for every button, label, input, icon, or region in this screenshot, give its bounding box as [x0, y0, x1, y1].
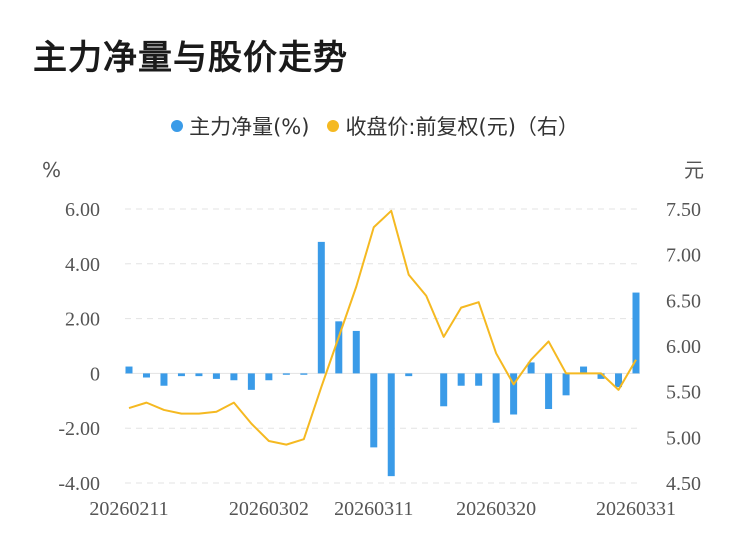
- bar: [212, 373, 220, 379]
- y-right-tick-label: 6.50: [666, 290, 701, 312]
- bar: [160, 373, 168, 386]
- y-left-tick-label: 2.00: [65, 309, 100, 331]
- bar: [370, 373, 378, 448]
- y-left-tick-label: 6.00: [65, 199, 100, 221]
- y-right-tick-label: 7.00: [666, 245, 701, 267]
- bar: [335, 321, 343, 374]
- bar: [492, 373, 500, 423]
- legend-item-net-volume[interactable]: 主力净量(%): [171, 111, 309, 141]
- bar: [247, 373, 255, 390]
- bar: [265, 373, 273, 381]
- bar: [387, 373, 395, 477]
- y-left-unit: %: [42, 158, 61, 182]
- bar: [580, 366, 588, 374]
- bar: [317, 241, 325, 374]
- y-right-tick-label: 5.50: [666, 382, 701, 404]
- bar: [632, 292, 640, 374]
- y-right-tick-label: 6.00: [666, 336, 701, 358]
- bar: [615, 373, 623, 388]
- x-tick-label: 20260331: [596, 498, 676, 520]
- y-right-unit: 元: [684, 158, 704, 182]
- x-tick-label: 20260311: [334, 498, 413, 520]
- chart-legend: 主力净量(%) 收盘价:前复权(元)（右）: [0, 111, 750, 141]
- bar: [545, 373, 553, 410]
- x-tick-label: 20260302: [229, 498, 309, 520]
- y-left-tick-label: 4.00: [65, 254, 100, 276]
- bar: [142, 373, 150, 378]
- bar: [177, 373, 185, 377]
- bar: [230, 373, 238, 381]
- bar: [457, 373, 465, 386]
- legend-dot-yellow: [327, 120, 340, 132]
- y-left-tick-label: -2.00: [58, 418, 100, 440]
- bar: [510, 373, 518, 415]
- y-left-tick-label: -4.00: [58, 473, 100, 495]
- bar: [527, 362, 535, 374]
- y-right-tick-label: 5.00: [666, 427, 701, 449]
- y-right-tick-label: 4.50: [666, 473, 701, 495]
- bar: [195, 373, 203, 377]
- legend-label-close-price: 收盘价:前复权(元)（右）: [345, 115, 579, 139]
- x-tick-label: 20260320: [456, 498, 536, 520]
- legend-dot-blue: [171, 120, 184, 132]
- legend-item-close-price[interactable]: 收盘价:前复权(元)（右）: [327, 111, 579, 141]
- bar: [352, 330, 360, 374]
- bar: [597, 373, 605, 379]
- y-right-tick-label: 7.50: [666, 199, 701, 221]
- bar: [440, 373, 448, 407]
- bar: [405, 373, 413, 377]
- bar: [562, 373, 570, 396]
- bar: [475, 373, 483, 386]
- y-left-tick-label: 0: [90, 363, 100, 385]
- price-line: [128, 209, 637, 446]
- bar: [300, 373, 308, 375]
- bar: [125, 366, 133, 374]
- bar: [282, 373, 290, 375]
- legend-label-net-volume: 主力净量(%): [189, 115, 310, 139]
- x-tick-label: 20260211: [89, 498, 168, 520]
- chart-title: 主力净量与股价走势: [33, 38, 348, 78]
